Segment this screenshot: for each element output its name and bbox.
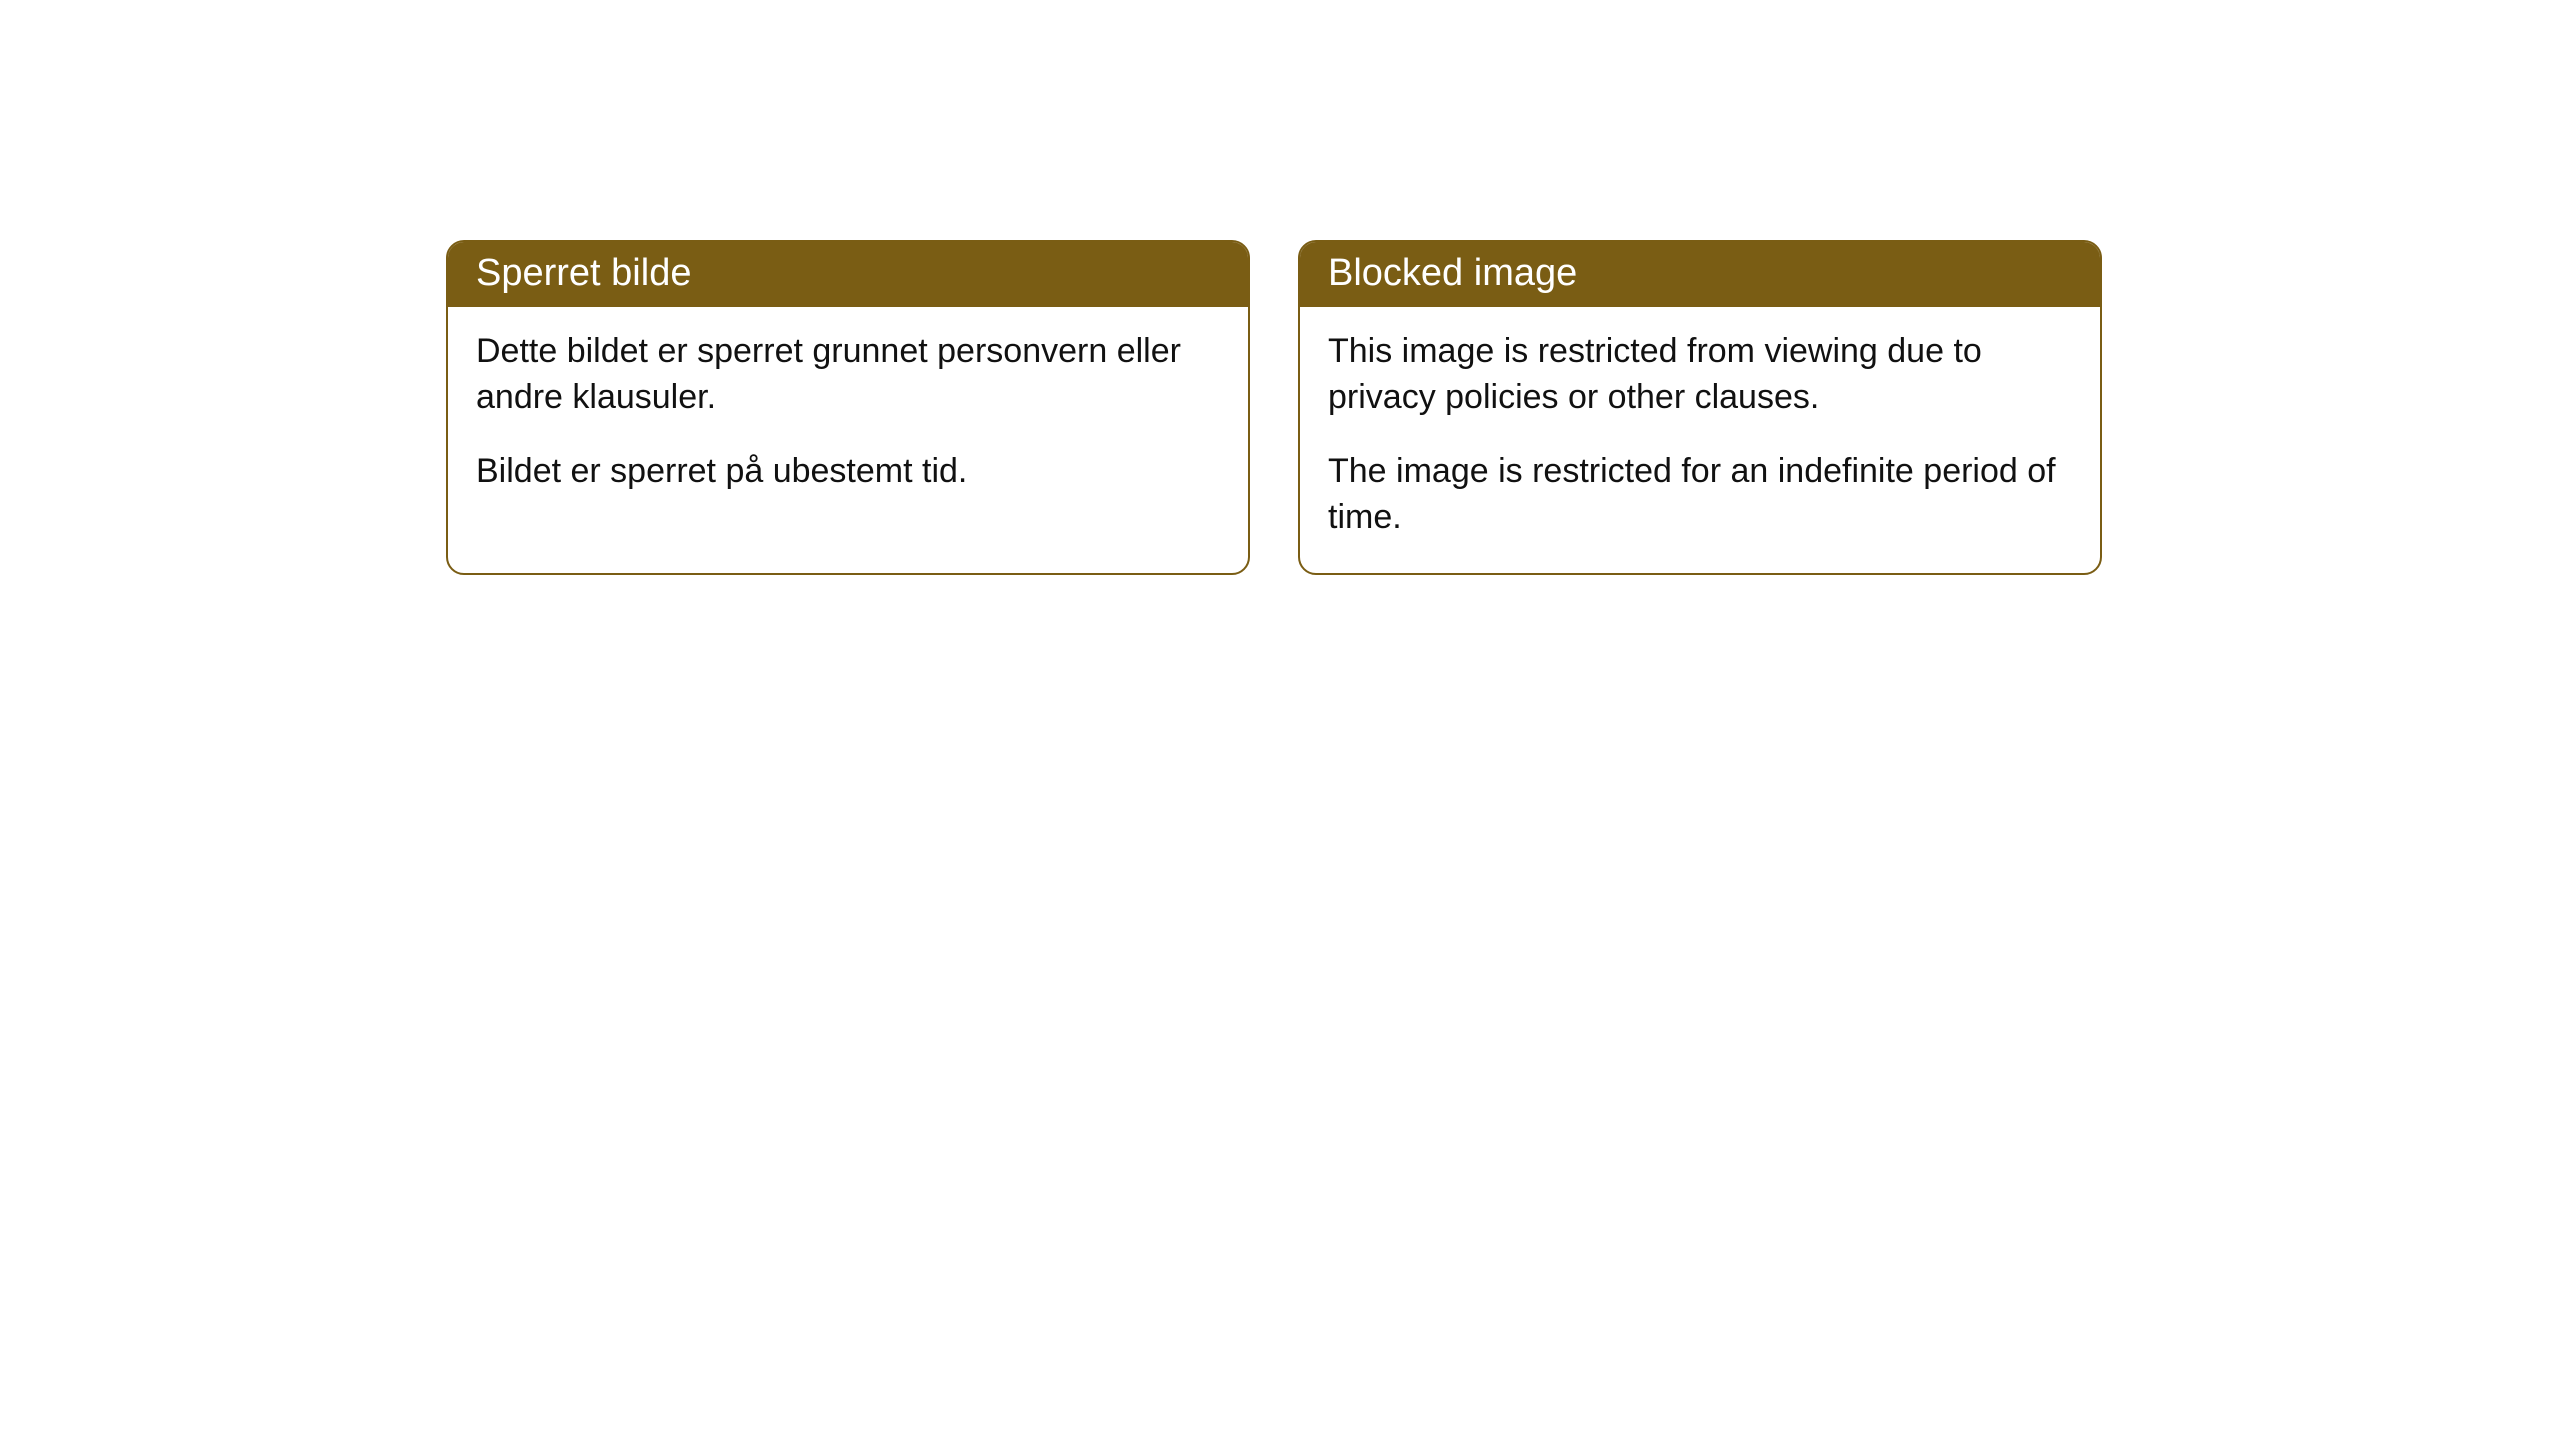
card-header: Blocked image [1300,242,2100,307]
notice-card-english: Blocked image This image is restricted f… [1298,240,2102,575]
card-paragraph: This image is restricted from viewing du… [1328,329,2072,421]
card-paragraph: The image is restricted for an indefinit… [1328,449,2072,541]
card-body: Dette bildet er sperret grunnet personve… [448,307,1248,527]
card-paragraph: Dette bildet er sperret grunnet personve… [476,329,1220,421]
card-title: Sperret bilde [476,252,691,294]
card-paragraph: Bildet er sperret på ubestemt tid. [476,449,1220,495]
card-header: Sperret bilde [448,242,1248,307]
card-title: Blocked image [1328,252,1577,294]
notice-cards-container: Sperret bilde Dette bildet er sperret gr… [446,240,2102,575]
card-body: This image is restricted from viewing du… [1300,307,2100,573]
notice-card-norwegian: Sperret bilde Dette bildet er sperret gr… [446,240,1250,575]
